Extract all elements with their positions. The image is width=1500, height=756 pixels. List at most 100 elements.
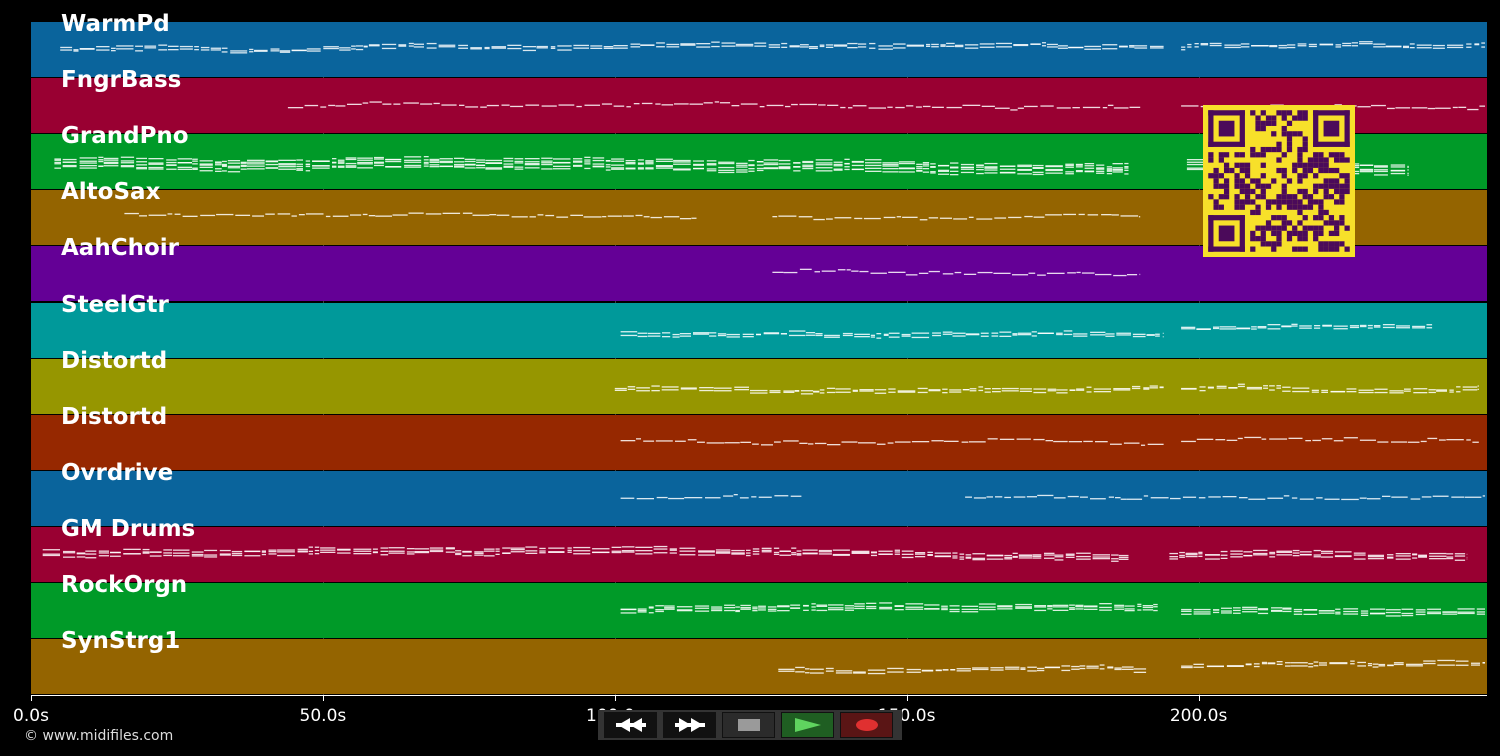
note — [1042, 45, 1046, 47]
fast-forward-icon — [674, 718, 705, 732]
stop-button[interactable] — [722, 712, 775, 738]
note — [277, 554, 295, 557]
track-row[interactable]: SteelGtr — [31, 292, 1487, 358]
rewind-button[interactable] — [604, 712, 657, 738]
note — [952, 332, 966, 334]
note — [655, 605, 664, 607]
note — [922, 105, 931, 108]
note — [1129, 46, 1135, 48]
note — [698, 554, 715, 556]
note — [1153, 606, 1158, 608]
note — [1115, 496, 1121, 499]
note — [1028, 272, 1036, 275]
note — [522, 49, 536, 52]
note — [120, 165, 135, 167]
track-row[interactable]: Ovrdrive — [31, 460, 1487, 526]
note — [928, 217, 939, 219]
note — [963, 274, 977, 276]
note — [637, 332, 648, 334]
note — [871, 551, 877, 554]
note — [1105, 335, 1115, 337]
note — [337, 159, 345, 162]
note — [486, 104, 499, 107]
note — [882, 171, 899, 173]
note — [1428, 391, 1436, 393]
note — [851, 161, 864, 163]
note — [930, 166, 936, 168]
note — [240, 164, 247, 167]
note — [1428, 388, 1436, 390]
note — [1299, 327, 1312, 329]
note — [953, 218, 968, 220]
note — [1073, 335, 1088, 337]
note — [148, 214, 167, 217]
note — [476, 159, 486, 161]
track-row[interactable]: GM Drums — [31, 516, 1487, 582]
note — [984, 167, 998, 169]
note — [906, 45, 924, 47]
note — [1113, 387, 1131, 389]
track-row[interactable]: Distortd — [31, 404, 1487, 470]
record-button[interactable] — [840, 712, 893, 738]
note — [647, 332, 661, 334]
note — [332, 158, 337, 160]
note — [345, 158, 357, 161]
note — [1056, 391, 1068, 394]
note — [979, 46, 995, 48]
note — [942, 388, 948, 390]
play-button[interactable] — [781, 712, 834, 738]
note — [54, 163, 61, 165]
note — [814, 271, 820, 273]
note — [1114, 606, 1125, 608]
note — [778, 670, 795, 672]
note — [215, 164, 222, 166]
track-row[interactable]: RockOrgn — [31, 572, 1487, 638]
note — [752, 610, 758, 612]
note — [1429, 552, 1447, 555]
note — [1359, 497, 1367, 499]
track-row[interactable]: SynStrg1 — [31, 628, 1487, 695]
note — [798, 216, 813, 218]
note — [1169, 555, 1178, 558]
note — [1350, 660, 1355, 662]
fast-forward-button[interactable] — [663, 712, 716, 738]
track-row[interactable]: WarmPd — [31, 11, 1487, 77]
note — [388, 546, 405, 549]
note — [640, 44, 655, 46]
note — [240, 162, 247, 165]
note — [1269, 556, 1276, 558]
note — [522, 46, 536, 48]
note — [79, 160, 97, 163]
note — [235, 214, 251, 217]
note — [893, 43, 906, 45]
note — [1418, 556, 1427, 558]
note — [62, 161, 77, 163]
note — [1342, 45, 1352, 47]
note — [291, 49, 307, 52]
note — [1185, 552, 1198, 554]
note — [1215, 438, 1226, 440]
track-notes — [620, 323, 1433, 339]
note — [835, 672, 853, 674]
note — [662, 331, 671, 333]
note — [752, 548, 760, 550]
qr-code-pattern — [1208, 110, 1350, 252]
note — [748, 164, 755, 166]
note — [1415, 613, 1426, 616]
note — [832, 554, 850, 556]
note — [940, 45, 946, 47]
note — [1382, 326, 1395, 328]
note — [167, 213, 173, 215]
note — [332, 166, 337, 168]
track-row[interactable]: Distortd — [31, 348, 1487, 414]
note — [1084, 165, 1095, 167]
note — [584, 163, 591, 165]
note — [1251, 325, 1257, 327]
note — [158, 49, 168, 51]
note — [1124, 169, 1129, 172]
note — [357, 167, 373, 169]
note — [852, 105, 867, 107]
note — [191, 555, 204, 557]
note — [1282, 607, 1292, 609]
note — [1267, 323, 1281, 325]
